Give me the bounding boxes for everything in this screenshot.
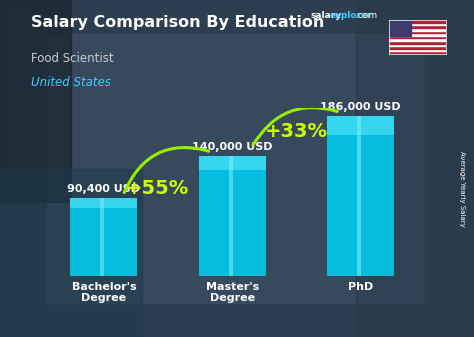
Bar — [389, 51, 446, 54]
Bar — [357, 116, 361, 276]
Bar — [389, 20, 411, 36]
Bar — [356, 0, 474, 337]
Text: Salary Comparison By Education: Salary Comparison By Education — [31, 15, 324, 30]
Text: salary: salary — [310, 11, 342, 20]
Bar — [47, 34, 427, 303]
Bar — [0, 0, 71, 202]
Bar — [0, 168, 142, 337]
Text: Average Yearly Salary: Average Yearly Salary — [459, 151, 465, 226]
Bar — [389, 36, 446, 38]
Text: 90,400 USD: 90,400 USD — [67, 184, 140, 194]
Bar — [199, 156, 265, 276]
Text: +55%: +55% — [126, 179, 190, 198]
Bar — [328, 116, 394, 276]
Text: United States: United States — [31, 76, 111, 89]
Bar — [71, 198, 137, 208]
Bar — [389, 31, 446, 33]
Bar — [389, 38, 446, 41]
Text: Food Scientist: Food Scientist — [31, 52, 113, 65]
Bar — [389, 41, 446, 43]
Bar — [389, 28, 446, 31]
Bar — [389, 20, 446, 23]
Text: .com: .com — [355, 11, 377, 20]
Bar — [71, 198, 137, 276]
Bar — [229, 156, 233, 276]
FancyArrowPatch shape — [124, 148, 209, 192]
Text: 186,000 USD: 186,000 USD — [320, 102, 401, 112]
Bar — [389, 25, 446, 28]
Bar — [199, 156, 265, 170]
Bar — [389, 49, 446, 51]
Bar — [328, 116, 394, 135]
Text: 140,000 USD: 140,000 USD — [192, 142, 273, 152]
FancyArrowPatch shape — [253, 108, 337, 145]
Bar — [389, 43, 446, 46]
Bar — [389, 46, 446, 49]
Bar — [100, 198, 104, 276]
Bar — [389, 33, 446, 36]
Text: +33%: +33% — [265, 122, 328, 141]
Bar — [389, 23, 446, 25]
Text: explorer: explorer — [329, 11, 372, 20]
